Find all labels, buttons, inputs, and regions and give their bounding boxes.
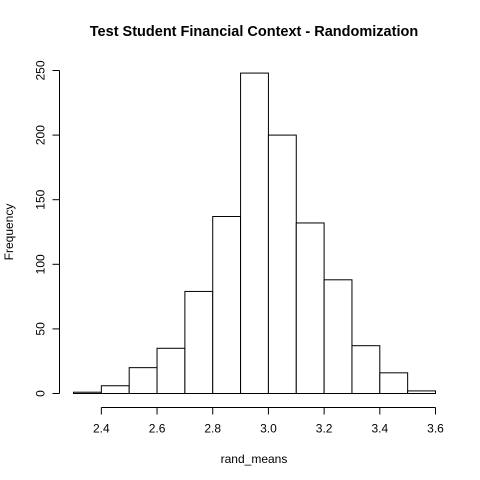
x-tick-label: 2.4: [93, 422, 110, 436]
y-axis: 0 50 100 150 200 250: [34, 60, 60, 397]
histogram-bar: [407, 390, 436, 394]
x-tick-label: 3.6: [427, 422, 444, 436]
y-tick-label: 250: [34, 60, 48, 80]
histogram-bar: [128, 367, 158, 395]
x-tick-label: 3.2: [316, 422, 333, 436]
histogram-bar: [184, 290, 214, 395]
histogram-bar: [267, 134, 297, 394]
histogram-bar: [73, 391, 102, 395]
chart-title: Test Student Financial Context - Randomi…: [90, 24, 418, 40]
x-tick-label: 2.6: [149, 422, 166, 436]
x-tick-label: 3.0: [260, 422, 277, 436]
y-tick-label: 150: [34, 189, 48, 209]
histogram-bar: [156, 347, 186, 394]
x-axis: 2.4 2.6 2.8 3.0 3.2 3.4 3.6: [93, 407, 444, 436]
y-tick-label: 0: [34, 390, 48, 397]
y-tick-label: 50: [34, 322, 48, 336]
histogram-bar: [295, 222, 325, 394]
x-axis-label: rand_means: [221, 452, 288, 466]
histogram-bars: [73, 72, 436, 395]
histogram-bar: [100, 385, 130, 394]
x-tick-label: 3.4: [371, 422, 388, 436]
histogram-bar: [240, 72, 269, 394]
histogram-bar: [379, 372, 409, 395]
x-tick-label: 2.8: [204, 422, 221, 436]
histogram-bar: [323, 279, 353, 394]
histogram-bar: [212, 215, 242, 394]
y-axis-label: Frequency: [2, 204, 16, 261]
histogram-bar: [351, 345, 381, 395]
y-tick-label: 100: [34, 254, 48, 274]
y-tick-label: 200: [34, 125, 48, 145]
